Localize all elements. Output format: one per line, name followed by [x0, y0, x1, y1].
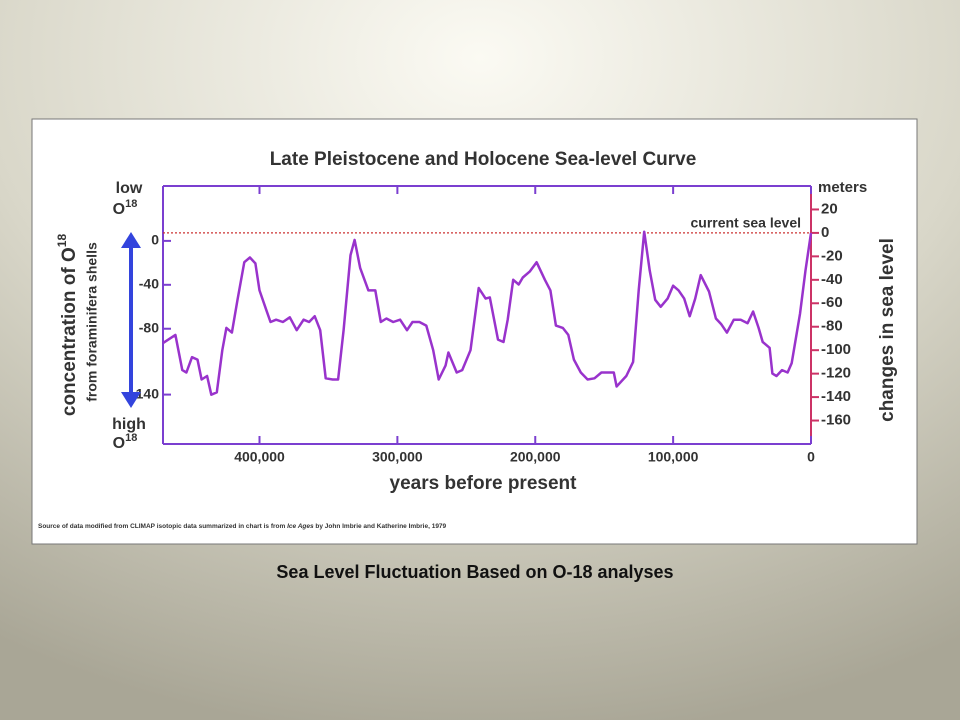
- x-axis-label: years before present: [390, 473, 578, 494]
- caption: Sea Level Fluctuation Based on O-18 anal…: [276, 562, 673, 582]
- data-line: [162, 230, 813, 396]
- source-text: by John Imbrie and Katherine Imbrie, 197…: [314, 523, 447, 530]
- y2-label-text: concentration of O: [59, 247, 80, 416]
- y2-tick-label: -80: [139, 319, 159, 335]
- source-text: Source of data modified from CLIMAP isot…: [38, 523, 287, 530]
- y-tick-label: -100: [821, 341, 851, 358]
- y2-sublabel: from foraminifera shells: [84, 242, 100, 402]
- y-tick-label: -20: [821, 247, 843, 264]
- y-tick-label: -120: [821, 365, 851, 382]
- y-tick-label: -60: [821, 294, 843, 311]
- x-tick-label: 400,000: [234, 449, 285, 465]
- y-axis-label: changes in sea level: [877, 238, 898, 422]
- sup: 18: [125, 432, 137, 444]
- chart-panel: [31, 118, 918, 545]
- y2-top-word: low: [116, 180, 143, 197]
- arrow-head: [121, 392, 141, 408]
- y-tick-label: -40: [821, 271, 843, 288]
- y-tick-label: 0: [821, 224, 829, 241]
- y-tick-label: -140: [821, 388, 851, 405]
- arrow-head: [121, 232, 141, 248]
- symbol: O: [113, 201, 125, 218]
- y-unit: meters: [818, 179, 867, 196]
- y2-bottom-word: high: [112, 416, 146, 433]
- y-tick-label: -80: [821, 318, 843, 335]
- y2-tick-label: -40: [139, 276, 159, 292]
- source-note: Source of data modified from CLIMAP isot…: [38, 523, 447, 530]
- source-book: Ice Ages: [287, 523, 314, 530]
- x-tick-label: 0: [807, 449, 815, 465]
- y2-bottom-symbol: O18: [113, 432, 138, 452]
- y2-axis-label: concentration of O18: [55, 234, 80, 417]
- x-tick-label: 200,000: [510, 449, 561, 465]
- y2-tick-label: 0: [151, 232, 159, 248]
- reference-label: current sea level: [690, 215, 801, 231]
- x-tick-label: 300,000: [372, 449, 423, 465]
- y2-tick-label: -140: [131, 385, 159, 401]
- chart-title: Late Pleistocene and Holocene Sea-level …: [270, 149, 697, 170]
- y2-top-symbol: O18: [113, 198, 138, 218]
- y-tick-label: -160: [821, 412, 851, 429]
- x-tick-label: 100,000: [648, 449, 699, 465]
- sup: 18: [125, 198, 137, 210]
- y-tick-label: 20: [821, 200, 838, 217]
- symbol: O: [113, 435, 125, 452]
- y2-label-sup: 18: [55, 234, 69, 248]
